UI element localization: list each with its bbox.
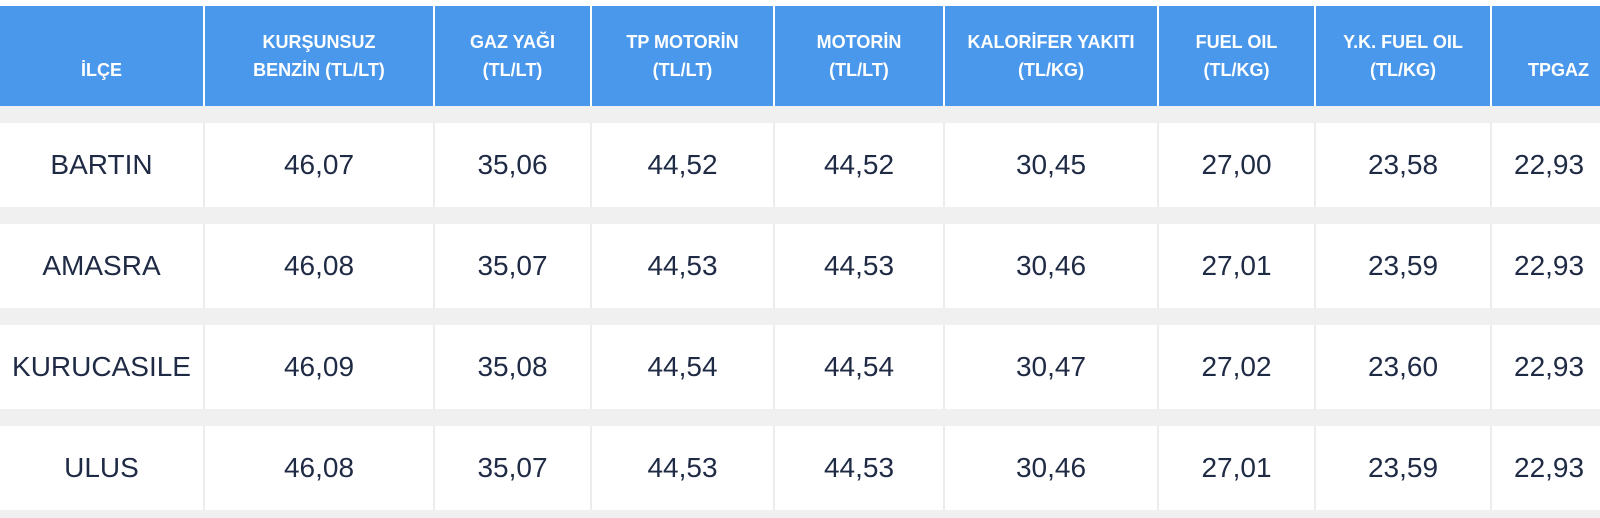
cell-tp-motorin: 44,54 [592,325,775,409]
cell-gaz-yagi: 35,08 [435,325,592,409]
cell-kalorifer-yakiti: 30,46 [945,426,1159,510]
header-line1: FUEL OIL [1195,32,1278,52]
cell-ilce: AMASRA [0,224,205,308]
cell-ilce: KURUCASILE [0,325,205,409]
header-kursunsuz-benzin: KURŞUNSUZ BENZİN (TL/LT) [205,6,435,106]
cell-fuel-oil: 27,00 [1159,123,1316,207]
cell-gaz-yagi: 35,07 [435,224,592,308]
cell-yk-fuel-oil: 23,58 [1316,123,1492,207]
header-fuel-oil: FUEL OIL (TL/KG) [1159,6,1316,106]
top-strip [0,0,1600,6]
header-line2: (TL/LT) [652,60,713,80]
header-tpgaz-label: TPGAZ [1528,60,1589,80]
cell-ilce: BARTIN [0,123,205,207]
cell-tp-motorin: 44,53 [592,426,775,510]
cell-kalorifer-yakiti: 30,46 [945,224,1159,308]
cell-motorin: 44,52 [775,123,945,207]
table-header: İLÇE KURŞUNSUZ BENZİN (TL/LT) GAZ YAĞI (… [0,6,1600,106]
header-yk-fuel-oil: Y.K. FUEL OIL (TL/KG) [1316,6,1492,106]
cell-tp-motorin: 44,52 [592,123,775,207]
header-gaz-yagi: GAZ YAĞI (TL/LT) [435,6,592,106]
cell-motorin: 44,53 [775,426,945,510]
table-row: AMASRA 46,08 35,07 44,53 44,53 30,46 27,… [0,224,1600,308]
header-tp-motorin: TP MOTORİN (TL/LT) [592,6,775,106]
cell-kursunsuz-benzin: 46,09 [205,325,435,409]
cell-kalorifer-yakiti: 30,47 [945,325,1159,409]
cell-yk-fuel-oil: 23,59 [1316,426,1492,510]
header-ilce-label: İLÇE [80,60,122,80]
cell-ilce: ULUS [0,426,205,510]
header-line2: (TL/LT) [829,60,889,80]
header-line2: (TL/KG) [1203,60,1270,80]
table-row: KURUCASILE 46,09 35,08 44,54 44,54 30,47… [0,325,1600,409]
header-line2: BENZİN (TL/LT) [253,60,385,80]
cell-fuel-oil: 27,01 [1159,224,1316,308]
cell-gaz-yagi: 35,07 [435,426,592,510]
cell-motorin: 44,53 [775,224,945,308]
header-line1: KALORİFER YAKITI [967,32,1135,52]
header-kalorifer-yakiti: KALORİFER YAKITI (TL/KG) [945,6,1159,106]
cell-fuel-oil: 27,01 [1159,426,1316,510]
header-line1: MOTORİN [816,32,902,52]
table-row: BARTIN 46,07 35,06 44,52 44,52 30,45 27,… [0,123,1600,207]
cell-tpgaz: 22,93 [1492,325,1600,409]
header-line2: (TL/KG) [1018,60,1084,80]
header-line2: (TL/LT) [482,60,543,80]
header-line1: KURŞUNSUZ [262,32,376,52]
cell-yk-fuel-oil: 23,59 [1316,224,1492,308]
cell-tpgaz: 22,93 [1492,224,1600,308]
header-line2: (TL/KG) [1370,60,1436,80]
header-motorin: MOTORİN (TL/LT) [775,6,945,106]
cell-kalorifer-yakiti: 30,45 [945,123,1159,207]
cell-yk-fuel-oil: 23,60 [1316,325,1492,409]
header-line1: Y.K. FUEL OIL [1343,32,1463,52]
cell-kursunsuz-benzin: 46,08 [205,224,435,308]
table-row: ULUS 46,08 35,07 44,53 44,53 30,46 27,01… [0,426,1600,510]
cell-kursunsuz-benzin: 46,07 [205,123,435,207]
cell-tpgaz: 22,93 [1492,426,1600,510]
cell-tpgaz: 22,93 [1492,123,1600,207]
header-line1: GAZ YAĞI [469,32,556,52]
header-ilce: İLÇE [0,6,205,106]
cell-tp-motorin: 44,53 [592,224,775,308]
cell-gaz-yagi: 35,06 [435,123,592,207]
header-tpgaz: TPGAZ [1492,6,1600,106]
cell-kursunsuz-benzin: 46,08 [205,426,435,510]
header-line1: TP MOTORİN [626,32,739,52]
cell-fuel-oil: 27,02 [1159,325,1316,409]
cell-motorin: 44,54 [775,325,945,409]
